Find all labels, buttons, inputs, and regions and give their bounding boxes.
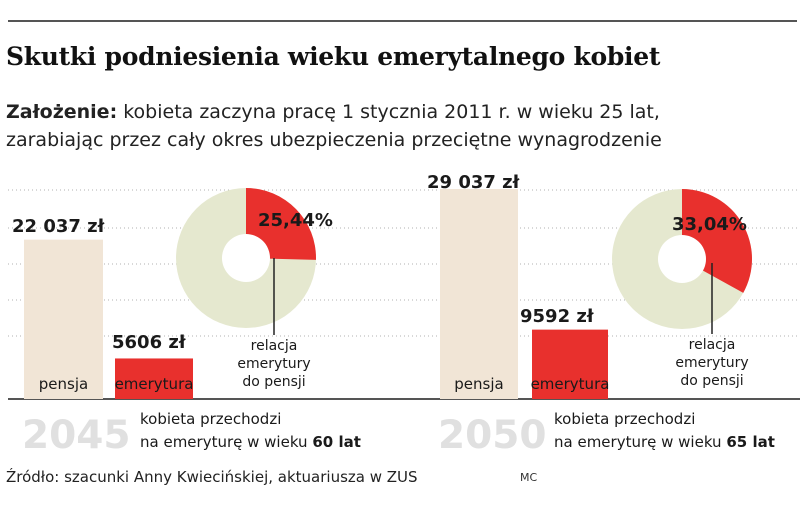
desc-line2-age: 65 lat [726,433,775,451]
donut-percent-label: 25,44% [258,210,333,231]
bar-value-label: 29 037 zł [427,172,521,193]
bar-category-label: pensja [39,375,88,393]
desc-line2-prefix: na emeryturę w wieku [140,433,312,451]
desc-line2-age: 60 lat [312,433,361,451]
top-rule [8,20,797,22]
bar-value-label: 5606 zł [112,332,187,353]
year-label: 2050 [438,413,547,458]
donut-hole [658,235,706,283]
ratio-note-line: relacja [689,337,736,353]
assumption-label: Założenie: [6,101,118,123]
year-label: 2045 [22,413,131,458]
donut-percent-label: 33,04% [672,214,747,235]
bar-pensja [24,239,103,399]
desc-line2: na emeryturę w wieku 60 lat [140,433,361,451]
assumption-line1: kobieta zaczyna pracę 1 stycznia 2011 r.… [123,101,660,123]
assumption-line2: zarabiając przez cały okres ubezpieczeni… [6,129,662,151]
bar-value-label: 22 037 zł [12,216,106,237]
page-title: Skutki podniesienia wieku emerytalnego k… [6,42,661,71]
bar-emerytura [532,329,608,399]
donut-hole [222,234,270,282]
bar-category-label: pensja [454,375,503,393]
bar-pensja [440,189,518,399]
ratio-note-line: do pensji [680,373,743,389]
desc-line1: kobieta przechodzi [140,410,281,428]
bar-value-label: 9592 zł [520,306,595,327]
source-note: Źródło: szacunki Anny Kwiecińskiej, aktu… [6,468,418,486]
desc-line2: na emeryturę w wieku 65 lat [554,433,775,451]
bar-category-label: emerytura [115,375,194,393]
ratio-note-line: do pensji [242,374,305,390]
ratio-note-line: emerytury [675,355,748,371]
ratio-note-line: relacja [251,338,298,354]
assumption-text: Założenie: kobieta zaczyna pracę 1 stycz… [6,98,662,154]
author-credit: MC [520,471,538,484]
bar-category-label: emerytura [531,375,610,393]
desc-line2-prefix: na emeryturę w wieku [554,433,726,451]
ratio-note-line: emerytury [237,356,310,372]
desc-line1: kobieta przechodzi [554,410,695,428]
bar-emerytura [115,358,193,399]
